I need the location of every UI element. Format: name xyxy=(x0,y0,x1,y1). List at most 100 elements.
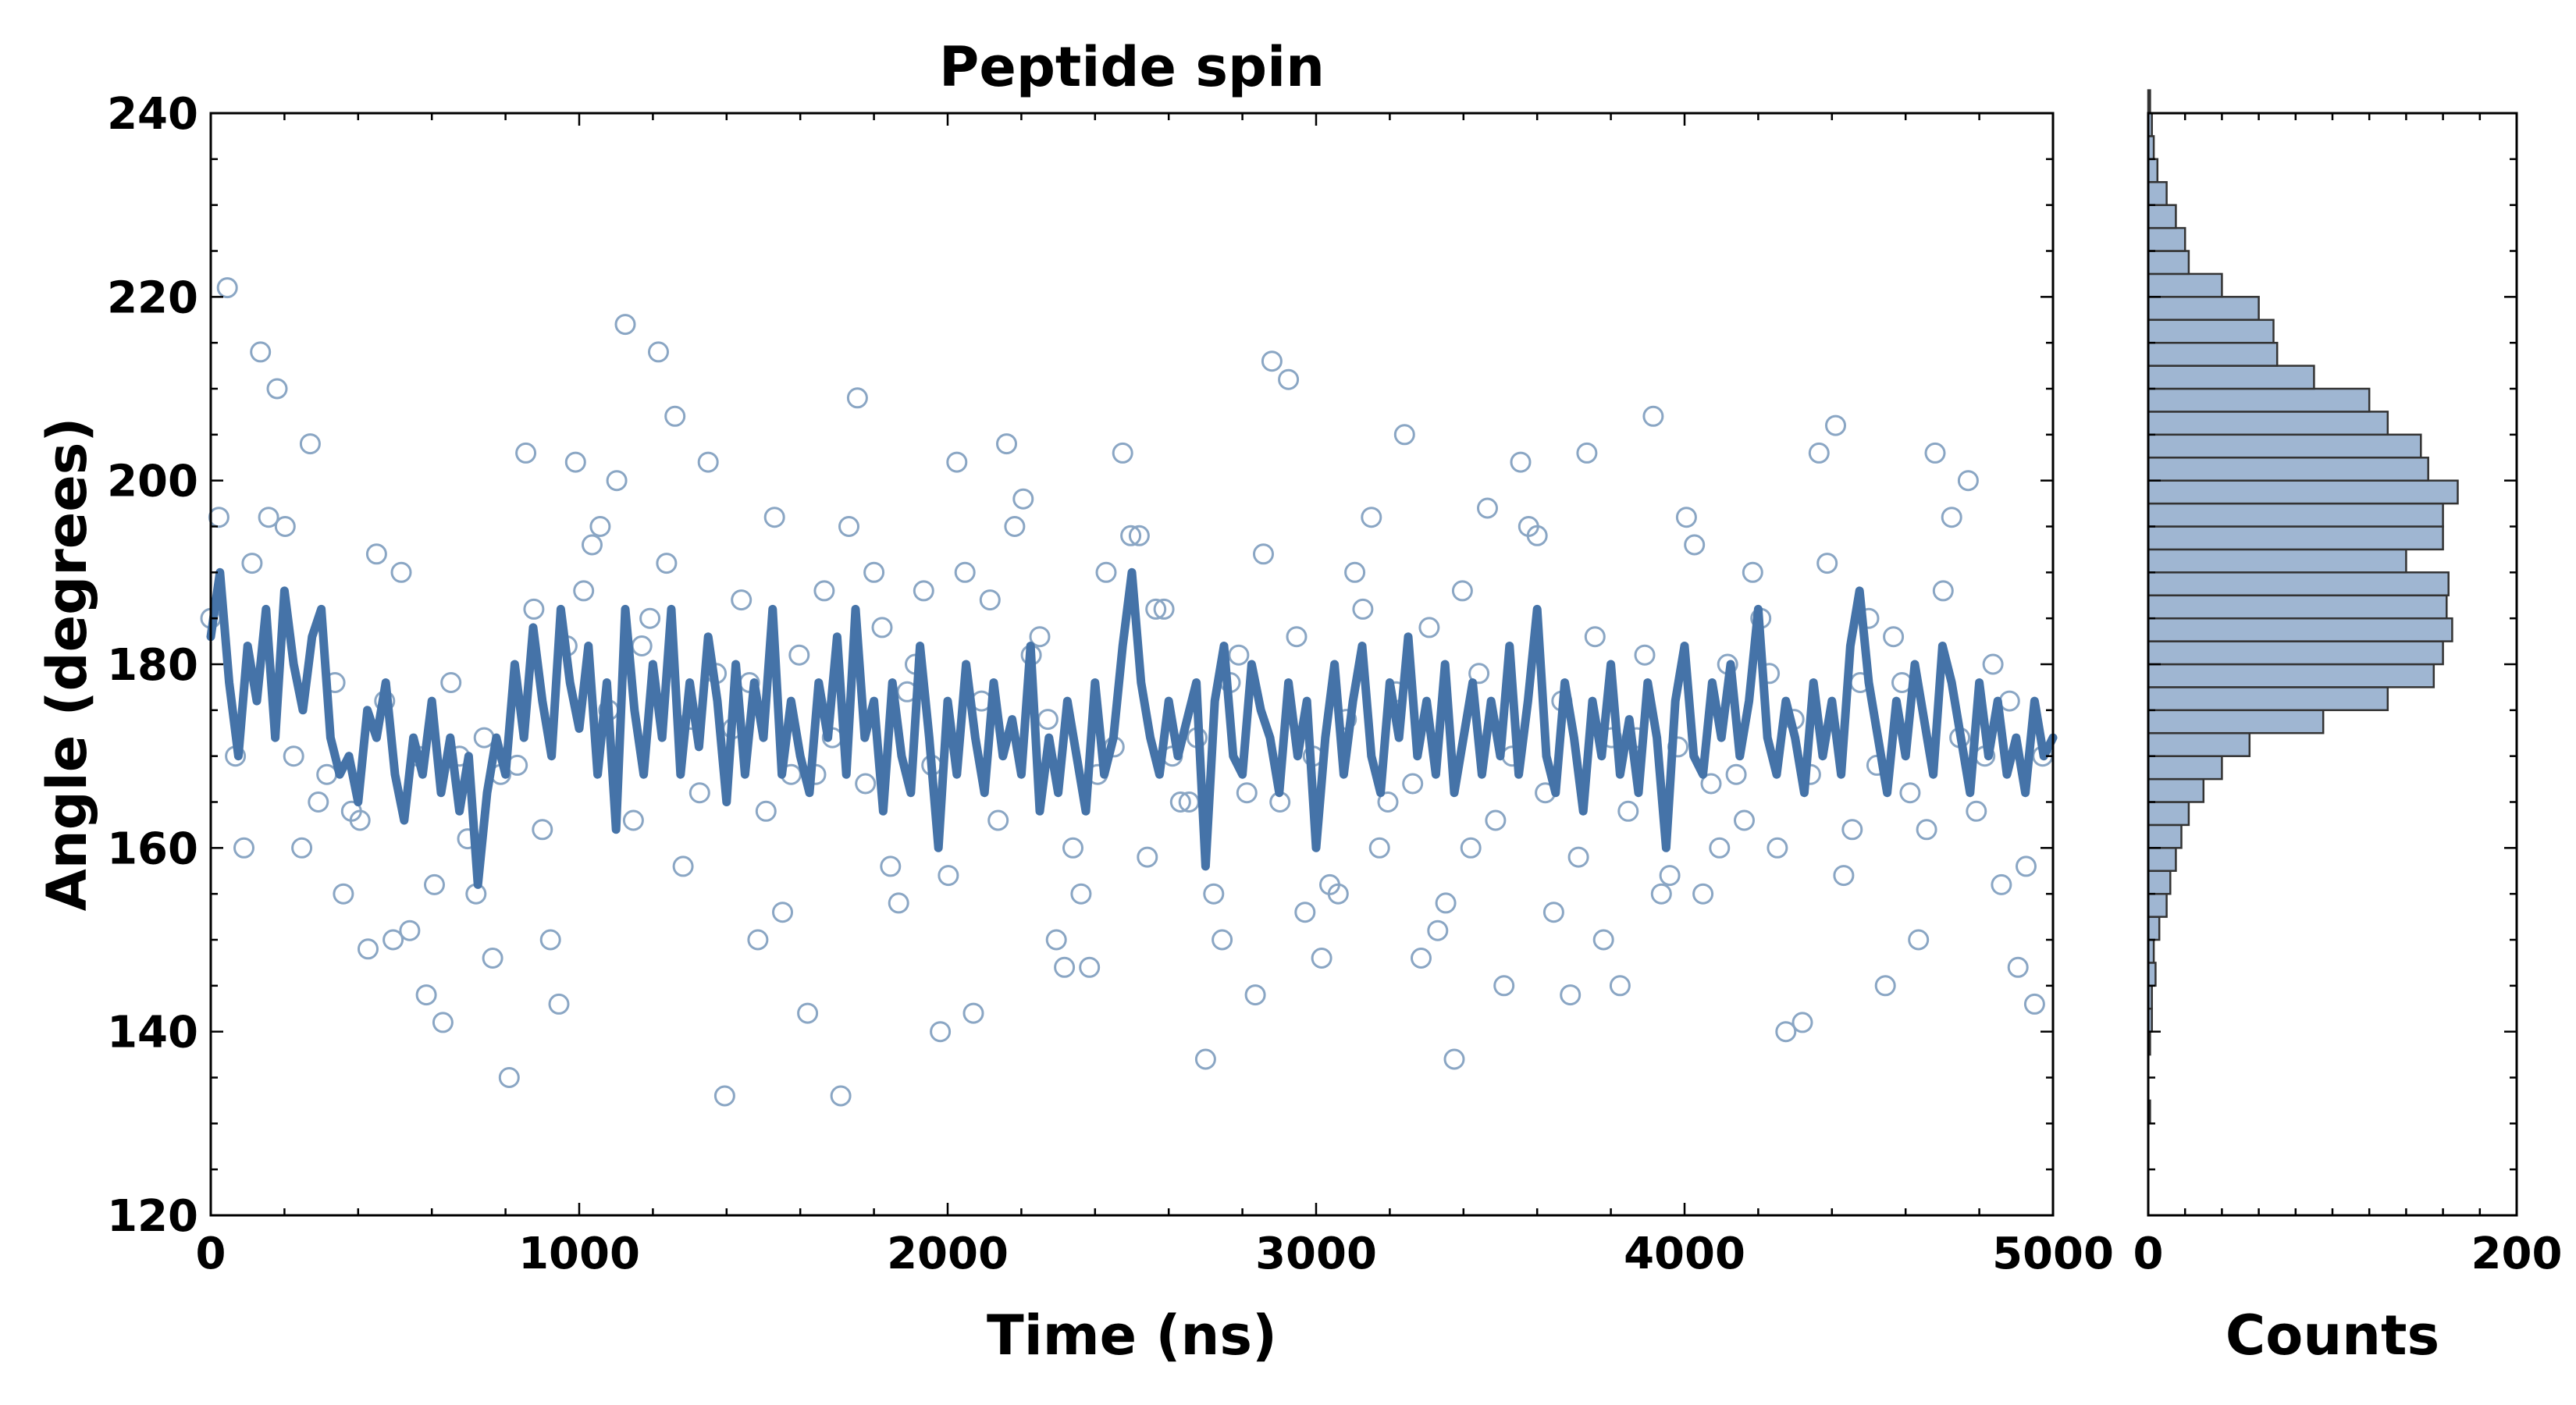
scatter-point xyxy=(1451,580,1473,602)
scatter-point xyxy=(962,1002,984,1024)
scatter-point xyxy=(1095,561,1117,583)
scatter-point xyxy=(855,773,877,795)
scatter-point xyxy=(1253,543,1274,565)
histogram-bar xyxy=(2147,296,2260,321)
scatter-point xyxy=(1037,709,1059,731)
scatter-point xyxy=(1435,892,1457,914)
scatter-point xyxy=(1493,975,1515,997)
scatter-point xyxy=(1659,865,1681,887)
x-tick-label: 5000 xyxy=(1992,1229,2114,1279)
scatter-point xyxy=(772,902,793,923)
scatter-point xyxy=(532,819,553,841)
scatter-point xyxy=(1029,626,1051,648)
scatter-point xyxy=(880,855,902,877)
scatter-point xyxy=(415,984,437,1006)
scatter-point xyxy=(631,635,653,656)
scatter-point xyxy=(473,727,495,749)
scatter-point xyxy=(316,763,338,785)
scatter-point xyxy=(1468,663,1490,685)
scatter-point xyxy=(1510,451,1532,473)
scatter-point xyxy=(1427,919,1449,941)
scatter-point xyxy=(1642,405,1664,427)
histogram-bar xyxy=(2147,457,2429,482)
scatter-point xyxy=(888,892,909,914)
scatter-point xyxy=(1194,1048,1216,1070)
scatter-point xyxy=(1477,497,1498,519)
scatter-point xyxy=(863,561,885,583)
scatter-point xyxy=(1991,873,2012,895)
scatter-point xyxy=(390,561,412,583)
scatter-point xyxy=(797,1002,819,1024)
scatter-point xyxy=(788,644,810,666)
y-tick-label: 120 xyxy=(107,1191,198,1242)
scatter-point xyxy=(498,1067,520,1088)
scatter-point xyxy=(308,791,329,813)
scatter-point xyxy=(1460,837,1482,859)
scatter-point xyxy=(606,470,628,492)
scatter-point xyxy=(1825,414,1846,436)
scatter-point xyxy=(622,809,644,831)
scatter-series xyxy=(200,277,2054,1107)
scatter-point xyxy=(539,929,561,951)
scatter-point xyxy=(1609,975,1631,997)
scatter-point xyxy=(333,883,354,905)
scatter-point xyxy=(482,948,503,969)
scatter-point xyxy=(1278,368,1300,390)
scatter-point xyxy=(1734,809,1755,831)
y-tick-label: 160 xyxy=(107,823,198,874)
scatter-point xyxy=(1874,975,1896,997)
scatter-point xyxy=(1368,837,1390,859)
scatter-point xyxy=(996,433,1017,455)
histogram-bar xyxy=(2147,617,2453,642)
scatter-point xyxy=(954,561,976,583)
scatter-point xyxy=(1228,644,1250,666)
histogram-bar xyxy=(2147,892,2168,918)
scatter-point xyxy=(233,837,254,859)
x-tick-label: 4000 xyxy=(1624,1229,1745,1279)
scatter-point xyxy=(1128,525,1150,546)
scatter-point xyxy=(913,580,934,602)
scatter-point xyxy=(1883,626,1905,648)
histogram-bar xyxy=(2147,755,2223,781)
scatter-point xyxy=(1767,837,1788,859)
scatter-point xyxy=(382,929,404,951)
chart-title: Peptide spin xyxy=(939,35,1325,99)
histogram-bar xyxy=(2147,181,2168,206)
scatter-point xyxy=(1634,644,1656,666)
scatter-point xyxy=(1062,837,1083,859)
scatter-point xyxy=(1411,948,1432,969)
scatter-point xyxy=(548,993,570,1015)
histogram-bar xyxy=(2147,365,2315,390)
scatter-point xyxy=(2007,956,2029,978)
histogram-bar xyxy=(2147,411,2389,436)
scatter-point xyxy=(1261,350,1283,372)
histogram-bar xyxy=(2147,318,2275,344)
scatter-point xyxy=(1517,516,1539,537)
main-plot-frame xyxy=(209,112,2055,1217)
scatter-point xyxy=(1070,883,1092,905)
scatter-point xyxy=(979,589,1001,611)
scatter-point xyxy=(1352,598,1374,620)
histogram-bar xyxy=(2147,571,2450,596)
scatter-point xyxy=(1137,846,1158,868)
histogram-x-tick-labels: 0 200 xyxy=(2133,1229,2563,1279)
scatter-point xyxy=(1725,763,1747,785)
scatter-point xyxy=(399,919,421,941)
scatter-point xyxy=(639,607,661,629)
scatter-point xyxy=(1675,507,1697,528)
x-tick-label: 0 xyxy=(196,1229,226,1279)
scatter-point xyxy=(1650,883,1672,905)
y-tick-labels: 120 140 160 180 200 220 240 xyxy=(107,89,198,1242)
scatter-point xyxy=(755,800,777,822)
scatter-point xyxy=(216,277,238,299)
scatter-point xyxy=(340,800,362,822)
scatter-point xyxy=(1361,507,1382,528)
scatter-point xyxy=(258,507,279,528)
scatter-point xyxy=(424,873,445,895)
histogram-plot: 0 200 Counts xyxy=(2133,89,2563,1368)
scatter-point xyxy=(358,938,379,960)
scatter-point xyxy=(1244,984,1266,1006)
scatter-point xyxy=(1924,442,1946,464)
scatter-point xyxy=(523,598,545,620)
